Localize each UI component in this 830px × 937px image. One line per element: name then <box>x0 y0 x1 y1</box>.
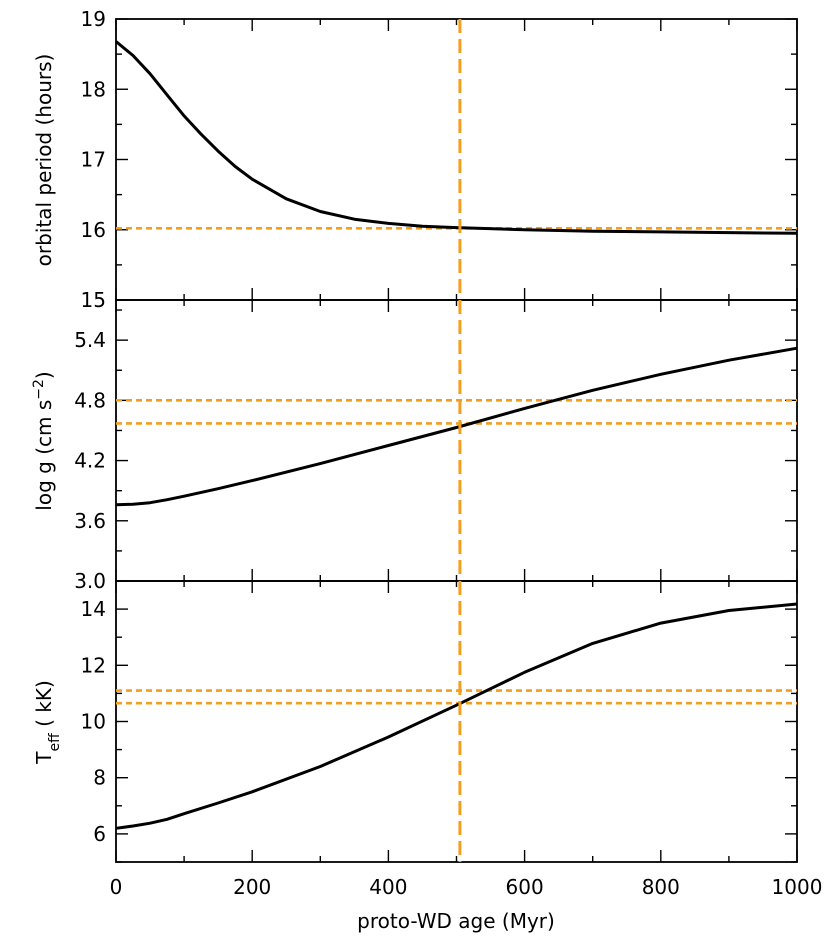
x-tick-label: 400 <box>369 875 407 899</box>
ylabel-log-g-sup: −2 <box>31 379 47 400</box>
frame-middle <box>115 299 798 582</box>
xlabel: proto-WD age (Myr) <box>357 909 555 933</box>
y-tick-label: 16 <box>81 218 106 242</box>
y-tick-label: 17 <box>81 148 106 172</box>
y-tick-label: 14 <box>81 597 106 621</box>
y-tick-label: 18 <box>81 77 106 101</box>
ylabel-teff-rest: ( kK) <box>32 680 56 733</box>
y-tick-label: 3.6 <box>74 509 106 533</box>
x-tick-label: 1000 <box>772 875 823 899</box>
ylabel-teff: Teff ( kK) <box>32 680 63 765</box>
ylabel-teff-sub: eff <box>47 733 63 752</box>
frame-bottom <box>115 580 798 863</box>
ylabel-orbital-period: orbital period (hours) <box>32 54 56 267</box>
panel-bottom: 6 8 10 12 14 0 200 400 600 800 1000 <box>81 580 823 899</box>
y-tick-label: 4.2 <box>74 449 106 473</box>
x-tick-label: 800 <box>642 875 680 899</box>
series-line-top <box>115 40 798 235</box>
y-tick-label: 19 <box>81 7 106 31</box>
panel-top: 15 16 17 18 19 <box>81 7 798 312</box>
x-tick-label: 0 <box>110 875 123 899</box>
y-tick-label: 3.0 <box>74 569 106 593</box>
series-line-middle <box>115 346 798 507</box>
y-tick-label: 5.4 <box>74 328 106 352</box>
series-line-bottom <box>115 602 798 830</box>
x-tick-label: 600 <box>506 875 544 899</box>
y-tick-label: 10 <box>81 710 106 734</box>
y-tick-label: 8 <box>93 766 106 790</box>
ylabel-log-g: log g (cm s−2) <box>31 371 56 510</box>
y-tick-label: 4.8 <box>74 388 106 412</box>
ylabel-log-g-main: log g (cm s <box>32 400 56 511</box>
ylabel-teff-main: T <box>32 751 56 765</box>
panel-middle: 3.0 3.6 4.2 4.8 5.4 <box>74 299 798 593</box>
ylabel-log-g-close: ) <box>32 371 56 379</box>
x-tick-label: 200 <box>233 875 271 899</box>
y-tick-label: 6 <box>93 822 106 846</box>
y-tick-label: 15 <box>81 288 106 312</box>
y-tick-label: 12 <box>81 653 106 677</box>
frame-top <box>115 18 798 301</box>
